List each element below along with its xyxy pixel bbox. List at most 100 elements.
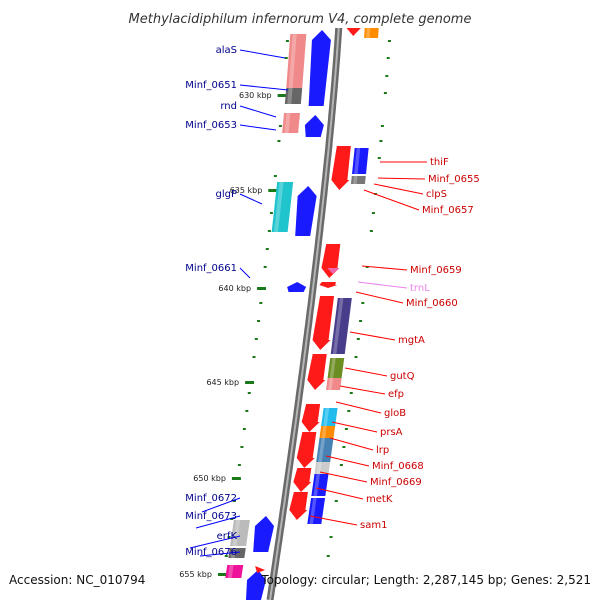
- tick-mark: [269, 212, 273, 214]
- forward-cog-bar: [286, 34, 307, 88]
- forward-gene-arrow: [246, 570, 267, 600]
- tick-mark: [230, 518, 234, 520]
- scale-tick-label: 655 kbp: [179, 570, 212, 579]
- forward-gene-label: alaS: [216, 45, 237, 56]
- reverse-gene-label: clpS: [426, 189, 447, 200]
- rna-chevron: [327, 268, 340, 274]
- tick-mark: [259, 302, 263, 304]
- reverse-cog-bar: [327, 358, 345, 378]
- reverse-cog-bar: [351, 148, 369, 174]
- reverse-leader-line: [349, 331, 396, 341]
- tick-mark: [237, 464, 241, 466]
- scale-tick-label: 630 kbp: [239, 91, 272, 100]
- reverse-cog-bar-shine: [328, 378, 334, 390]
- reverse-leader-line: [315, 487, 364, 500]
- reverse-cog-bar-shine: [329, 358, 336, 378]
- forward-leader-line: [239, 49, 286, 59]
- forward-gene-arrow: [287, 282, 307, 292]
- tick-mark: [344, 428, 348, 430]
- forward-leader-line: [239, 84, 289, 91]
- backbone-highlight: [269, 0, 341, 600]
- tick-mark: [252, 356, 256, 358]
- forward-cog-bar-shine: [274, 182, 284, 232]
- reverse-cog-bar-shine: [316, 462, 322, 474]
- reverse-gene-arrow: [319, 282, 338, 288]
- reverse-gene-label: thiF: [430, 157, 449, 168]
- reverse-gene-arrow: [293, 468, 312, 492]
- tick-mark: [365, 266, 369, 268]
- forward-gene-arrow: [295, 186, 317, 236]
- reverse-cog-bar-shine: [313, 474, 321, 496]
- reverse-cog-bar: [311, 474, 329, 496]
- cog-bar-layer: [225, 0, 380, 578]
- forward-leader-line: [239, 193, 263, 205]
- major-tick: [217, 573, 227, 576]
- small-marker: [255, 566, 266, 573]
- reverse-cog-bar-shine: [366, 28, 371, 38]
- reverse-gene-arrow: [331, 146, 351, 190]
- topology-text: Topology: circular; Length: 2,287,145 bp…: [261, 573, 591, 587]
- forward-cog-bar-shine: [232, 520, 241, 546]
- forward-leader-line: [199, 551, 241, 557]
- reverse-cog-bar-shine: [323, 408, 330, 426]
- tick-mark: [263, 266, 267, 268]
- reverse-gene-label: Minf_0660: [406, 298, 458, 309]
- reverse-leader-line: [373, 183, 424, 195]
- tick-mark: [361, 302, 365, 304]
- reverse-gene-arrow: [312, 296, 335, 350]
- tick-mark: [240, 446, 244, 448]
- reverse-leader-line: [363, 189, 420, 211]
- reverse-gene-label: gloB: [384, 408, 406, 419]
- reverse-gene-label: prsA: [380, 427, 403, 438]
- tick-mark: [277, 140, 281, 142]
- tick-mark: [342, 446, 346, 448]
- tick-mark: [334, 500, 338, 502]
- scale-tick-label: 640 kbp: [218, 284, 251, 293]
- tick-mark: [326, 555, 330, 557]
- reverse-gene-label: Minf_0669: [370, 477, 422, 488]
- forward-gene-label: Minf_0672: [185, 493, 237, 504]
- forward-cog-bar-shine: [288, 34, 297, 88]
- reverse-gene-label: efp: [388, 389, 404, 400]
- reverse-cog-bar-shine: [332, 298, 344, 354]
- reverse-cog-bar-shine: [354, 148, 361, 174]
- tick-mark: [377, 157, 381, 159]
- forward-leader-line: [239, 124, 277, 131]
- major-tick: [257, 287, 267, 290]
- reverse-gene-label: Minf_0668: [372, 461, 424, 472]
- tick-mark: [278, 125, 282, 127]
- forward-cog-bar: [282, 113, 301, 133]
- forward-gene-arrow: [253, 516, 275, 552]
- tick-mark: [356, 338, 360, 340]
- tick-mark: [387, 40, 391, 42]
- forward-cog-bar: [284, 88, 303, 104]
- reverse-gene-label: Minf_0657: [422, 205, 474, 216]
- reverse-cog-bar-shine: [309, 498, 317, 524]
- tick-mark: [247, 392, 251, 394]
- reverse-gene-label: lrp: [376, 445, 389, 456]
- leader-line-layer: [189, 49, 427, 557]
- forward-cog-bar: [271, 182, 294, 232]
- major-tick: [277, 94, 287, 97]
- tick-mark: [285, 40, 289, 42]
- reverse-leader-line: [319, 471, 368, 483]
- reverse-leader-line: [355, 291, 404, 304]
- tick-mark: [227, 536, 231, 538]
- forward-cog-bar-shine: [284, 113, 291, 133]
- forward-cog-bar-shine: [227, 565, 234, 578]
- forward-gene-arrow: [308, 30, 331, 106]
- tick-mark: [232, 500, 236, 502]
- tick-mark: [369, 230, 373, 232]
- reverse-leader-line: [325, 455, 370, 467]
- tick-mark: [265, 248, 269, 250]
- scale-tick-label: 650 kbp: [193, 474, 226, 483]
- major-tick: [268, 189, 278, 192]
- tick-mark: [359, 320, 363, 322]
- reverse-cog-bar: [319, 426, 336, 438]
- forward-cog-bar: [225, 565, 244, 578]
- forward-leader-line: [239, 267, 251, 279]
- accession-text: Accession: NC_010794: [9, 573, 146, 587]
- forward-gene-label: rnd: [220, 101, 237, 112]
